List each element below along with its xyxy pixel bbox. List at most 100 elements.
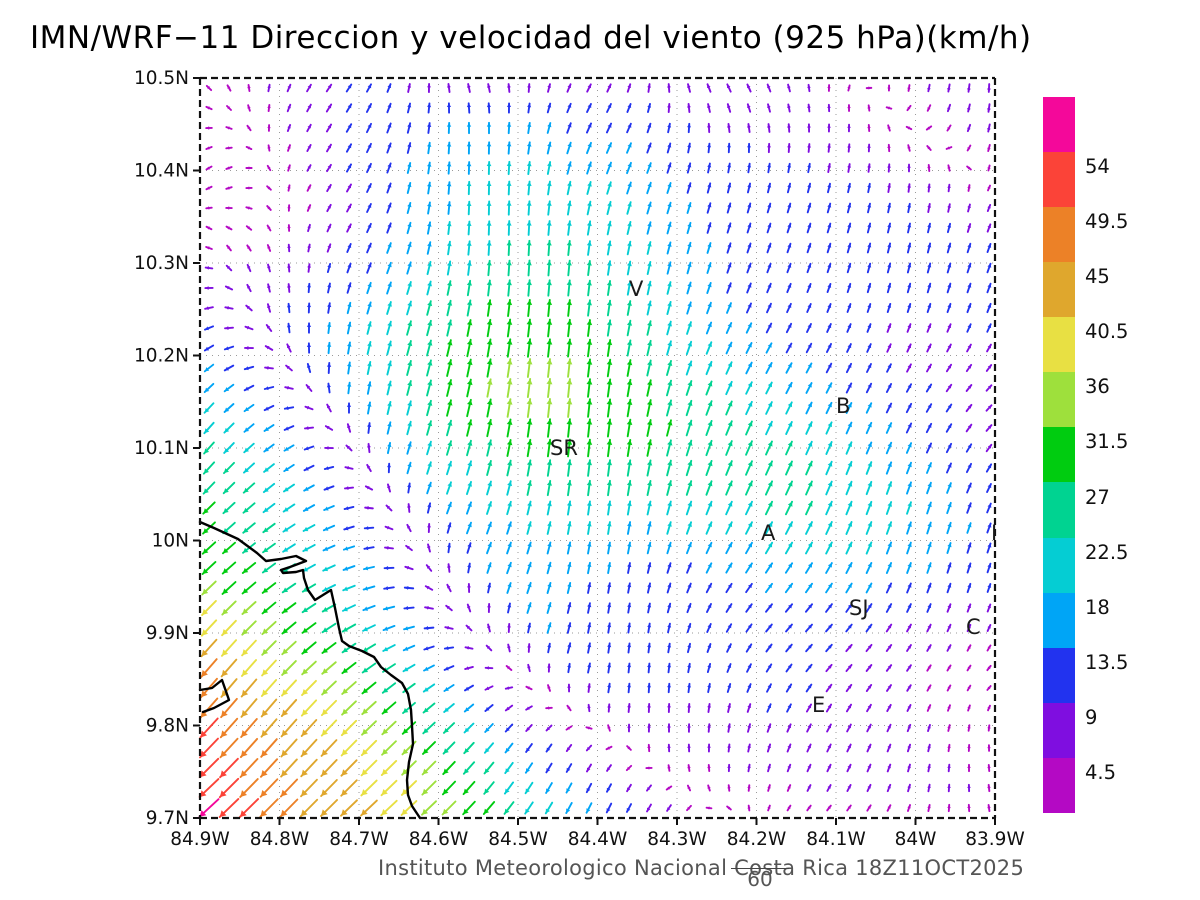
wind-vector-head xyxy=(707,223,712,228)
wind-vector-head xyxy=(526,280,532,286)
wind-vector-head xyxy=(387,401,392,407)
wind-vector-head xyxy=(807,303,812,309)
wind-vector-head xyxy=(947,324,952,329)
wind-vector-head xyxy=(747,522,753,528)
wind-vector xyxy=(326,223,332,233)
wind-vector-head xyxy=(587,84,592,89)
wind-vector-head xyxy=(287,244,291,248)
wind-vector xyxy=(586,500,592,516)
wind-vector xyxy=(845,663,853,673)
wind-vector xyxy=(466,260,472,276)
wind-vector-head xyxy=(927,364,932,369)
wind-vector xyxy=(244,346,254,350)
wind-vector-head xyxy=(927,404,932,409)
wind-vector-head xyxy=(487,583,492,588)
wind-vector-head xyxy=(262,567,269,573)
wind-vector-head xyxy=(367,104,372,109)
wind-vector-head xyxy=(987,303,992,308)
wind-vector xyxy=(927,763,931,773)
wind-vector xyxy=(446,419,453,437)
wind-vector xyxy=(204,286,214,290)
wind-vector-head xyxy=(427,83,431,88)
wind-vector-head xyxy=(907,364,912,369)
wind-vector xyxy=(745,440,753,456)
wind-vector-head xyxy=(547,142,552,147)
wind-vector-head xyxy=(707,501,713,507)
wind-vector-head xyxy=(367,382,372,387)
wind-vector-head xyxy=(927,324,932,329)
wind-vector xyxy=(707,723,711,733)
wind-vector xyxy=(366,381,372,395)
wind-vector xyxy=(606,200,612,216)
wind-vector xyxy=(324,446,334,450)
wind-vector xyxy=(363,546,375,551)
wind-vector-head xyxy=(967,685,971,690)
wind-vector-head xyxy=(967,147,971,151)
wind-vector xyxy=(566,83,572,93)
wind-vector xyxy=(546,299,553,317)
wind-vector xyxy=(301,679,317,697)
wind-vector-head xyxy=(446,221,452,227)
wind-vector xyxy=(766,723,772,733)
wind-vector xyxy=(785,322,793,334)
wind-vector xyxy=(765,322,773,334)
wind-vector-head xyxy=(226,206,230,210)
wind-vector xyxy=(886,343,892,353)
wind-vector-head xyxy=(967,784,971,788)
wind-vector-head xyxy=(204,407,210,413)
wind-vector xyxy=(366,122,372,134)
wind-vector xyxy=(245,206,253,210)
wind-vector xyxy=(547,642,552,654)
wind-vector xyxy=(666,281,672,295)
wind-vector xyxy=(200,638,218,658)
wind-vector-head xyxy=(626,480,633,486)
wind-vector-head xyxy=(567,603,572,608)
wind-vector xyxy=(786,302,792,314)
wind-vector xyxy=(220,658,238,678)
wind-vector-head xyxy=(967,764,971,768)
wind-vector xyxy=(606,358,613,378)
wind-vector-head xyxy=(647,84,651,88)
wind-vector xyxy=(446,399,453,417)
wind-vector-head xyxy=(506,319,513,325)
wind-vector-head xyxy=(341,749,348,756)
wind-vector-head xyxy=(647,321,653,327)
wind-vector-head xyxy=(747,163,752,168)
wind-vector xyxy=(685,399,693,417)
wind-vector xyxy=(361,681,377,695)
wind-vector xyxy=(646,142,652,154)
wind-vector xyxy=(286,124,292,132)
wind-vector xyxy=(825,500,833,516)
wind-vector xyxy=(647,622,652,634)
wind-vector-head xyxy=(203,508,209,514)
wind-vector xyxy=(307,263,311,273)
wind-vector-head xyxy=(267,284,271,288)
wind-vector xyxy=(366,442,371,454)
wind-vector-head xyxy=(507,583,512,588)
wind-vector-head xyxy=(506,142,512,147)
wind-vector-head xyxy=(241,730,248,738)
wind-vector xyxy=(342,584,356,592)
wind-vector-head xyxy=(486,181,492,186)
wind-vector xyxy=(785,663,793,673)
wind-vector xyxy=(406,162,412,174)
wind-vector-head xyxy=(526,260,532,266)
wind-vector-head xyxy=(987,686,991,690)
wind-vector-head xyxy=(606,746,610,750)
wind-vector xyxy=(386,301,392,315)
wind-vector-head xyxy=(447,502,452,508)
wind-vector xyxy=(986,323,992,333)
wind-vector xyxy=(725,322,733,334)
wind-vector-head xyxy=(465,666,469,671)
wind-vector-head xyxy=(302,668,309,675)
wind-vector-head xyxy=(284,446,289,451)
wind-vector xyxy=(486,541,492,555)
wind-vector-head xyxy=(264,406,269,411)
wind-vector xyxy=(784,562,794,574)
wind-vector-head xyxy=(626,281,632,287)
wind-vector xyxy=(259,798,279,818)
wind-vector xyxy=(566,122,572,134)
wind-vector xyxy=(346,301,352,315)
wind-vector-head xyxy=(727,303,732,308)
wind-vector xyxy=(946,103,952,113)
